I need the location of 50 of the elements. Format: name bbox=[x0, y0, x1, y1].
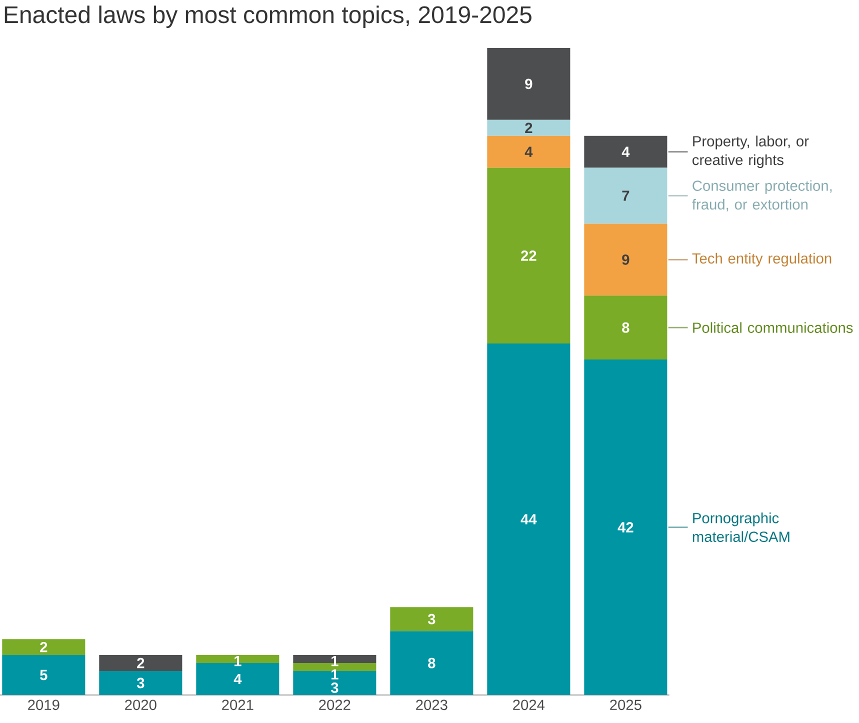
data-label: 2 bbox=[40, 642, 48, 652]
data-label: 3 bbox=[428, 614, 436, 624]
bar bbox=[487, 136, 570, 168]
bar bbox=[487, 168, 570, 344]
series-label: Political communications bbox=[693, 322, 853, 333]
data-label: 8 bbox=[622, 322, 630, 333]
bar bbox=[584, 136, 668, 168]
data-label: 9 bbox=[622, 254, 630, 265]
bar bbox=[293, 671, 376, 695]
x-tick-label: 2022 bbox=[319, 700, 350, 710]
data-label: 3 bbox=[136, 678, 144, 688]
bar bbox=[584, 168, 668, 224]
data-label: 5 bbox=[40, 670, 48, 680]
bar bbox=[487, 48, 570, 120]
bar bbox=[2, 655, 86, 695]
bar bbox=[487, 344, 570, 695]
data-label: 4 bbox=[524, 146, 533, 157]
data-label: 44 bbox=[520, 514, 537, 524]
bar bbox=[2, 639, 86, 656]
series-label: Property, labor, or creative rights bbox=[692, 136, 809, 168]
bar bbox=[584, 360, 668, 695]
bar bbox=[584, 296, 668, 360]
data-label: 42 bbox=[618, 522, 634, 532]
x-tick-label: 2024 bbox=[513, 700, 545, 710]
data-label: 7 bbox=[622, 190, 630, 201]
data-label: 4 bbox=[622, 146, 630, 157]
bar bbox=[390, 607, 474, 632]
data-label: 3 bbox=[330, 682, 338, 693]
series-label: Consumer protection, fraud, or extortion bbox=[692, 180, 832, 212]
x-tick-label: 2021 bbox=[222, 700, 254, 710]
data-label: 4 bbox=[234, 674, 242, 684]
chart-title: Enacted laws by most common topics, 2019-2025 bbox=[4, 6, 532, 28]
bar bbox=[99, 655, 182, 672]
bar bbox=[584, 224, 668, 296]
data-label: 8 bbox=[428, 658, 436, 668]
series-label: Pornographic material/CSAM bbox=[692, 512, 790, 542]
x-tick-label: 2025 bbox=[610, 700, 642, 710]
x-tick-label: 2023 bbox=[416, 700, 448, 710]
data-label: 2 bbox=[137, 658, 144, 668]
bar bbox=[390, 631, 474, 695]
data-label: 1 bbox=[332, 656, 338, 666]
series-label: Tech entity regulation bbox=[692, 252, 832, 266]
data-label: 2 bbox=[525, 122, 532, 133]
data-label: 9 bbox=[525, 78, 532, 90]
bar bbox=[99, 671, 182, 695]
bar bbox=[487, 120, 570, 136]
data-label: 1 bbox=[332, 669, 338, 680]
x-tick-label: 2019 bbox=[28, 700, 60, 710]
data-label: 22 bbox=[521, 250, 536, 261]
x-tick-label: 2020 bbox=[125, 700, 156, 710]
